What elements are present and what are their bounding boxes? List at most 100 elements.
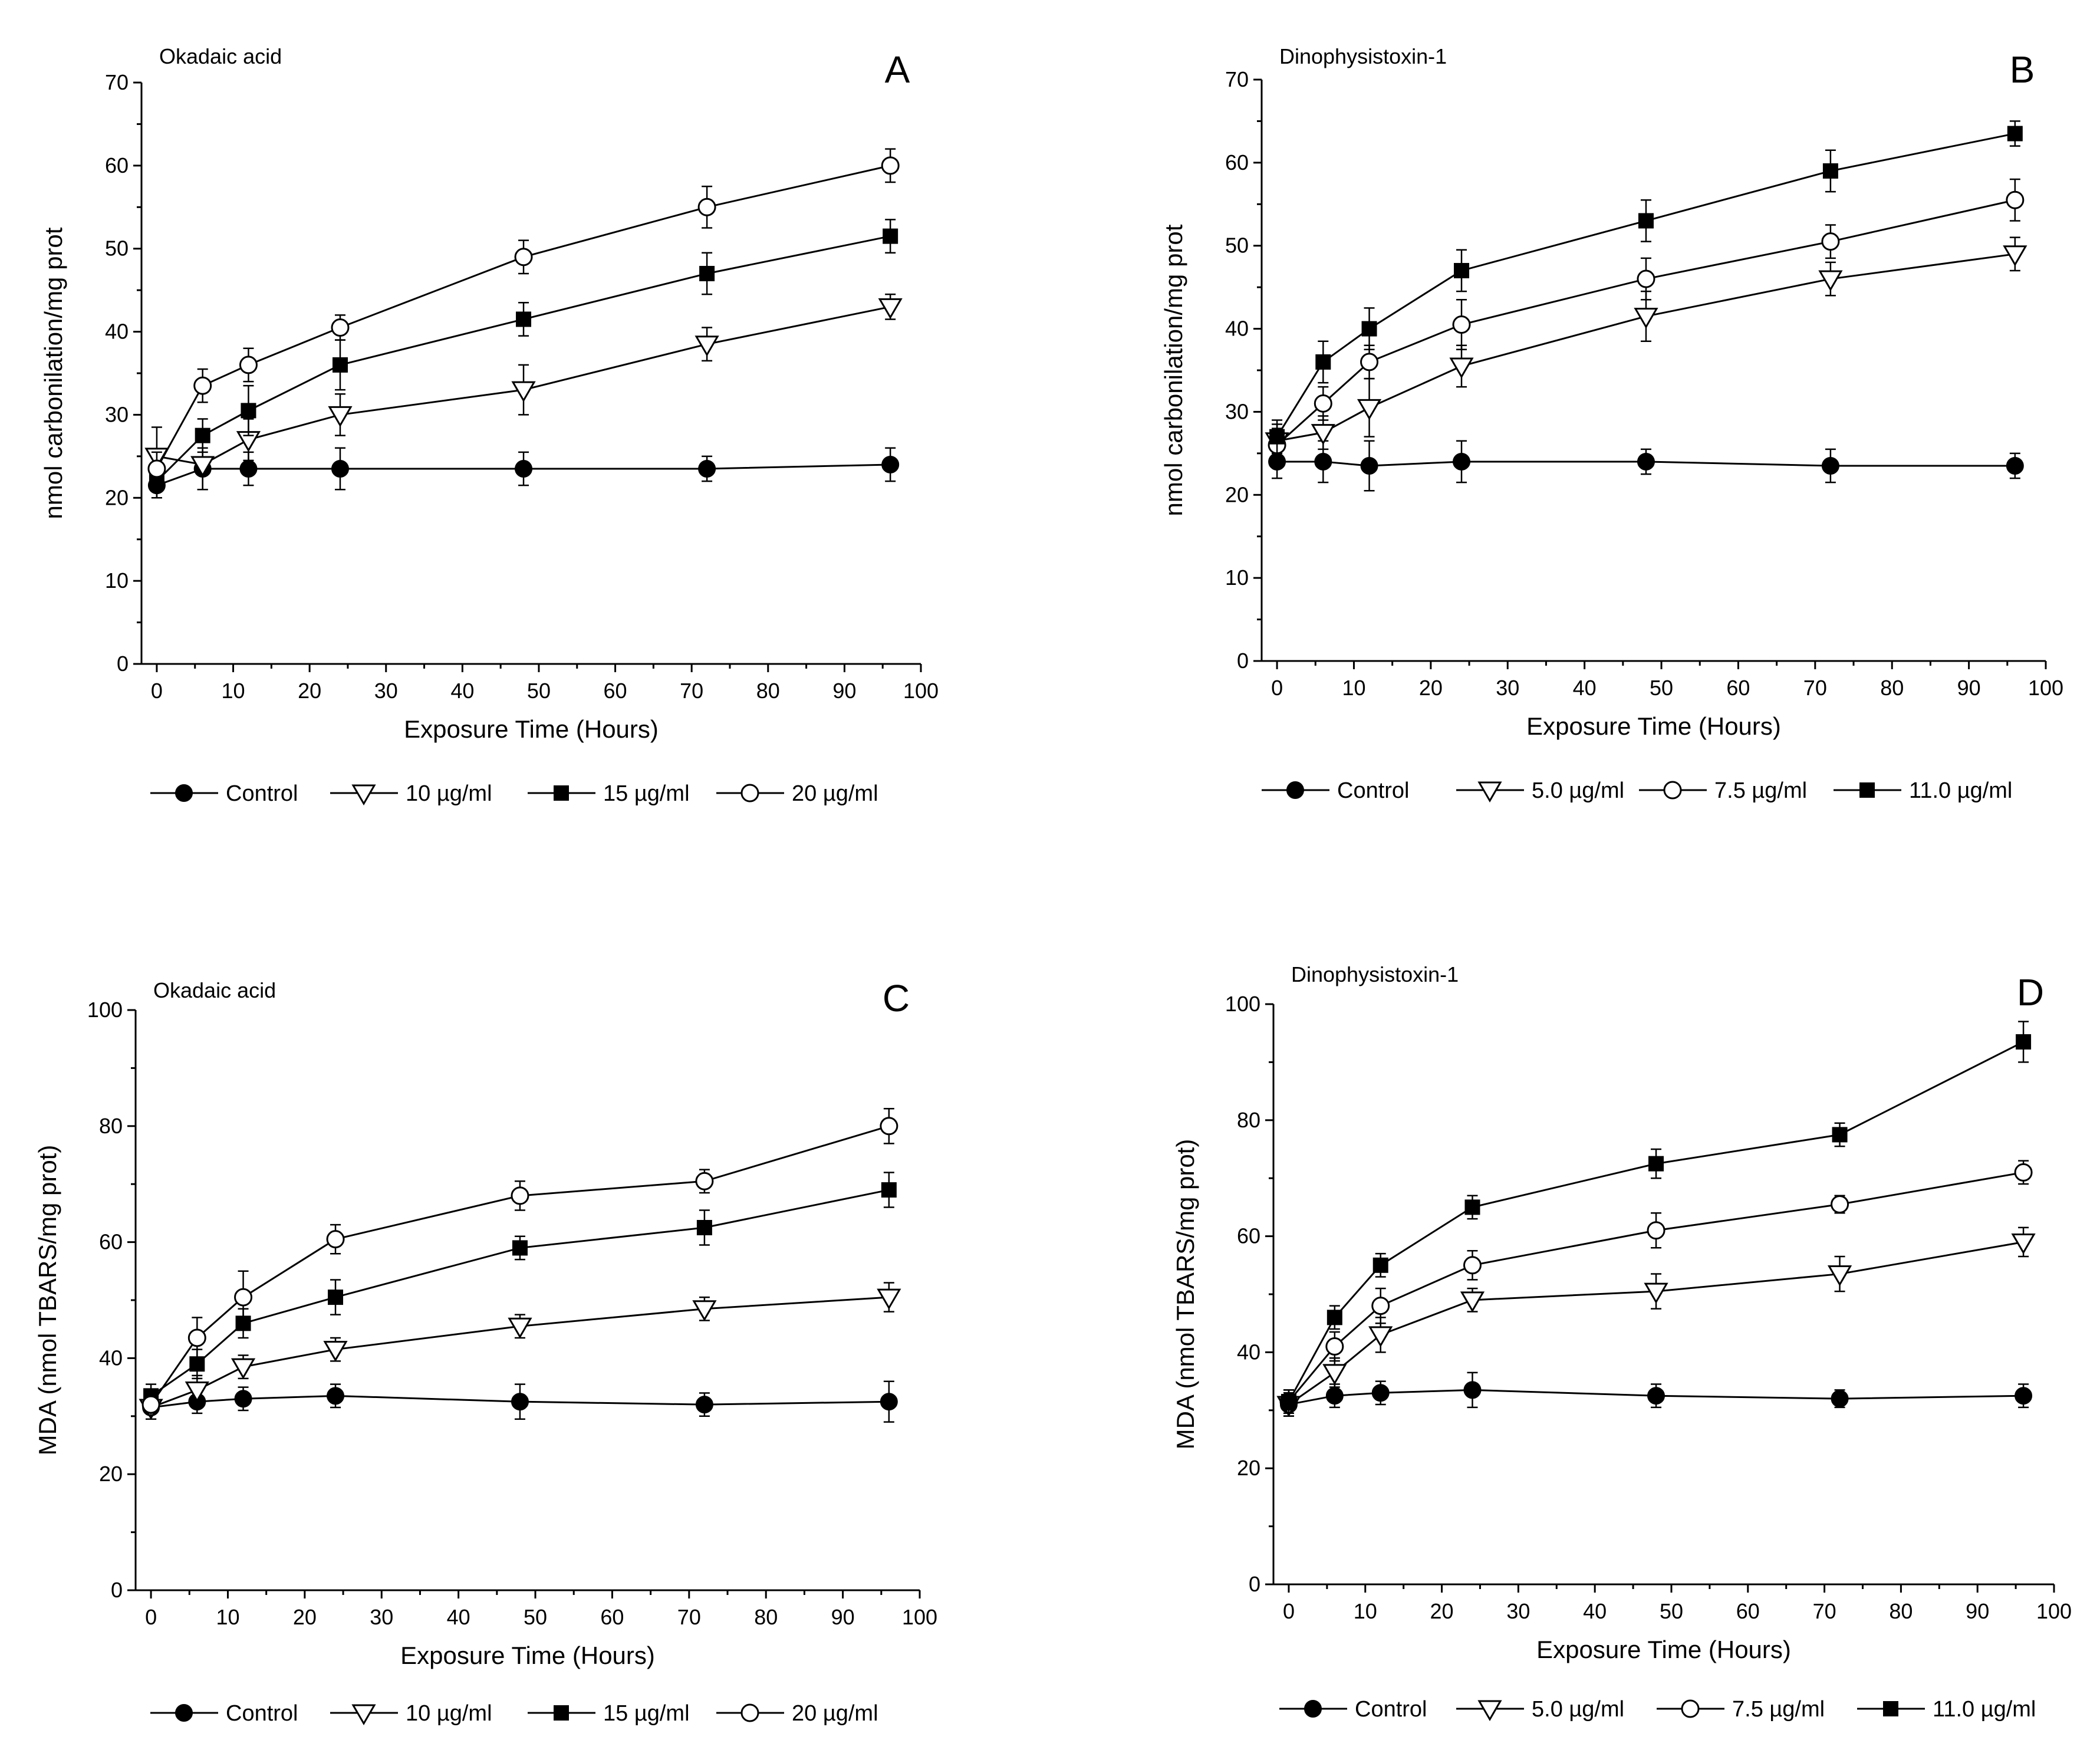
legend-marker	[1304, 1700, 1322, 1718]
x-axis-title: Exposure Time (Hours)	[1536, 1636, 1791, 1663]
x-axis-title: Exposure Time (Hours)	[1526, 712, 1781, 740]
legend-marker	[554, 1705, 569, 1721]
data-point	[1464, 1199, 1480, 1215]
data-point	[1822, 163, 1838, 179]
x-tick-label: 60	[1726, 676, 1750, 700]
y-tick-label: 80	[1237, 1108, 1260, 1132]
x-tick-label: 30	[370, 1605, 393, 1629]
legend-label: Control	[1355, 1697, 1427, 1722]
legend-item: 5.0 µg/ml	[1456, 778, 1624, 803]
x-tick-label: 50	[527, 679, 551, 703]
legend-item: Control	[1279, 1697, 1427, 1722]
data-point	[1449, 357, 1474, 379]
y-axis-title: MDA (nmol TBARS/mg prot)	[1171, 1139, 1199, 1450]
data-point	[2014, 1163, 2033, 1182]
data-point	[697, 198, 716, 216]
data-point	[516, 311, 532, 327]
data-point	[515, 459, 533, 478]
data-point	[1644, 1282, 1668, 1304]
series-1	[139, 1282, 901, 1420]
panel-letter: C	[883, 977, 910, 1019]
data-point	[695, 1396, 713, 1414]
x-tick-label: 10	[1342, 676, 1365, 700]
series-3	[141, 1108, 898, 1420]
y-tick-label: 60	[1237, 1224, 1260, 1248]
data-point	[512, 1240, 528, 1256]
y-tick-label: 0	[117, 652, 129, 676]
data-point	[187, 1328, 206, 1347]
data-point	[141, 1395, 160, 1414]
x-tick-label: 100	[2036, 1599, 2072, 1623]
y-tick-label: 0	[1249, 1572, 1260, 1596]
data-point	[331, 459, 349, 478]
legend-marker	[740, 1703, 759, 1722]
data-point	[1314, 394, 1332, 413]
y-tick-label: 80	[99, 1114, 123, 1138]
data-point	[878, 298, 903, 320]
legend-marker	[1883, 1701, 1898, 1716]
y-tick-label: 100	[87, 998, 123, 1022]
data-point	[1368, 1326, 1393, 1347]
data-point	[514, 248, 533, 267]
data-point	[692, 1300, 717, 1321]
y-tick-label: 10	[1225, 565, 1249, 590]
y-tick-label: 40	[99, 1346, 123, 1370]
data-point	[694, 335, 719, 357]
data-point	[1311, 424, 1335, 445]
y-tick-label: 20	[1237, 1456, 1260, 1480]
data-point	[1638, 213, 1654, 229]
data-point	[239, 356, 258, 374]
series-0	[147, 447, 900, 499]
legend-label: Control	[226, 1701, 298, 1726]
x-tick-label: 40	[1583, 1599, 1607, 1623]
legend-marker	[1477, 781, 1502, 802]
series-3	[147, 148, 900, 486]
data-point	[327, 1387, 345, 1405]
legend-label: 15 µg/ml	[603, 781, 690, 806]
legend-marker	[351, 784, 376, 805]
data-point	[190, 456, 215, 477]
data-point	[883, 228, 898, 244]
x-tick-label: 20	[1419, 676, 1443, 700]
y-tick-label: 100	[1225, 992, 1260, 1016]
data-point	[881, 1182, 897, 1198]
data-point	[1821, 232, 1840, 251]
series-0	[1268, 440, 2024, 492]
x-tick-label: 80	[754, 1605, 778, 1629]
data-point	[695, 1172, 714, 1190]
x-tick-label: 0	[151, 679, 163, 703]
x-tick-label: 80	[1880, 676, 1904, 700]
chart-panel-b: 0 10 20 30 40 50 60 70 0 10 20 30 40 50 60 70 80 90 100 Exp…	[1160, 44, 2063, 803]
data-point	[234, 1390, 252, 1408]
data-point	[1452, 315, 1471, 334]
legend-item: 10 µg/ml	[330, 1701, 492, 1726]
x-tick-label: 50	[524, 1605, 547, 1629]
data-point	[1314, 452, 1332, 471]
x-tick-label: 10	[222, 679, 245, 703]
legend-marker	[740, 784, 759, 802]
y-tick-label: 20	[1225, 482, 1249, 506]
data-point	[511, 381, 536, 403]
data-point	[1463, 1381, 1482, 1399]
x-tick-label: 20	[293, 1605, 317, 1629]
data-point	[1361, 321, 1377, 337]
data-point	[323, 1341, 348, 1362]
legend: Control 5.0 µg/ml 7.5 µg/ml 11.0 µg/ml	[1262, 778, 2012, 803]
legend-label: 10 µg/ml	[406, 1701, 492, 1726]
data-point	[328, 1290, 344, 1305]
legend-marker	[554, 785, 569, 801]
legend-label: 15 µg/ml	[603, 1701, 690, 1726]
data-point	[1322, 1364, 1347, 1385]
y-tick-label: 40	[1237, 1340, 1260, 1364]
data-point	[2015, 1387, 2033, 1405]
y-tick-label: 70	[1225, 67, 1249, 91]
data-point	[331, 318, 350, 337]
y-tick-label: 30	[1225, 399, 1249, 423]
chart-title: Dinophysistoxin-1	[1291, 962, 1459, 986]
data-point	[2016, 1034, 2032, 1050]
legend: Control 5.0 µg/ml 7.5 µg/ml 11.0 µg/ml	[1279, 1697, 2036, 1722]
data-point	[877, 1288, 901, 1310]
y-tick-label: 10	[105, 568, 129, 593]
legend-marker	[1663, 781, 1682, 800]
